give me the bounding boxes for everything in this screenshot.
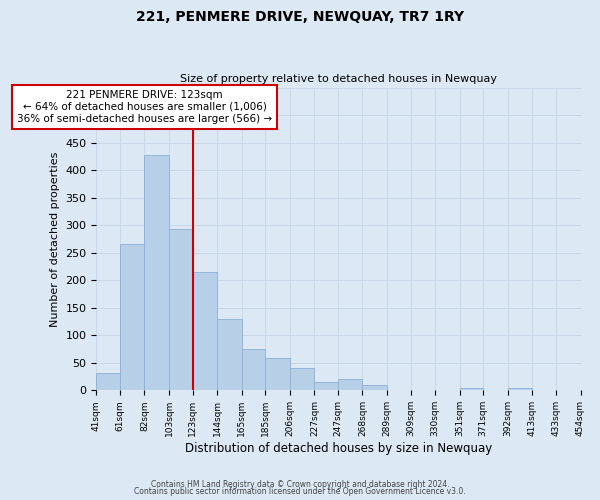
Bar [169, 229, 193, 390]
Bar [242, 348, 265, 391]
Bar [290, 368, 314, 390]
Bar [97, 372, 120, 390]
Bar [145, 154, 169, 390]
Bar [120, 244, 145, 390]
Bar [508, 388, 532, 390]
Y-axis label: Number of detached properties: Number of detached properties [50, 152, 60, 326]
Bar [265, 358, 290, 390]
Bar [217, 319, 242, 390]
Bar [362, 385, 387, 390]
Text: 221 PENMERE DRIVE: 123sqm
← 64% of detached houses are smaller (1,006)
36% of se: 221 PENMERE DRIVE: 123sqm ← 64% of detac… [17, 90, 272, 124]
Bar [314, 382, 338, 390]
Text: Contains public sector information licensed under the Open Government Licence v3: Contains public sector information licen… [134, 487, 466, 496]
Bar [460, 388, 483, 390]
Bar [338, 380, 362, 390]
Text: Contains HM Land Registry data © Crown copyright and database right 2024.: Contains HM Land Registry data © Crown c… [151, 480, 449, 489]
X-axis label: Distribution of detached houses by size in Newquay: Distribution of detached houses by size … [185, 442, 492, 455]
Text: 221, PENMERE DRIVE, NEWQUAY, TR7 1RY: 221, PENMERE DRIVE, NEWQUAY, TR7 1RY [136, 10, 464, 24]
Title: Size of property relative to detached houses in Newquay: Size of property relative to detached ho… [180, 74, 497, 84]
Bar [193, 272, 217, 390]
